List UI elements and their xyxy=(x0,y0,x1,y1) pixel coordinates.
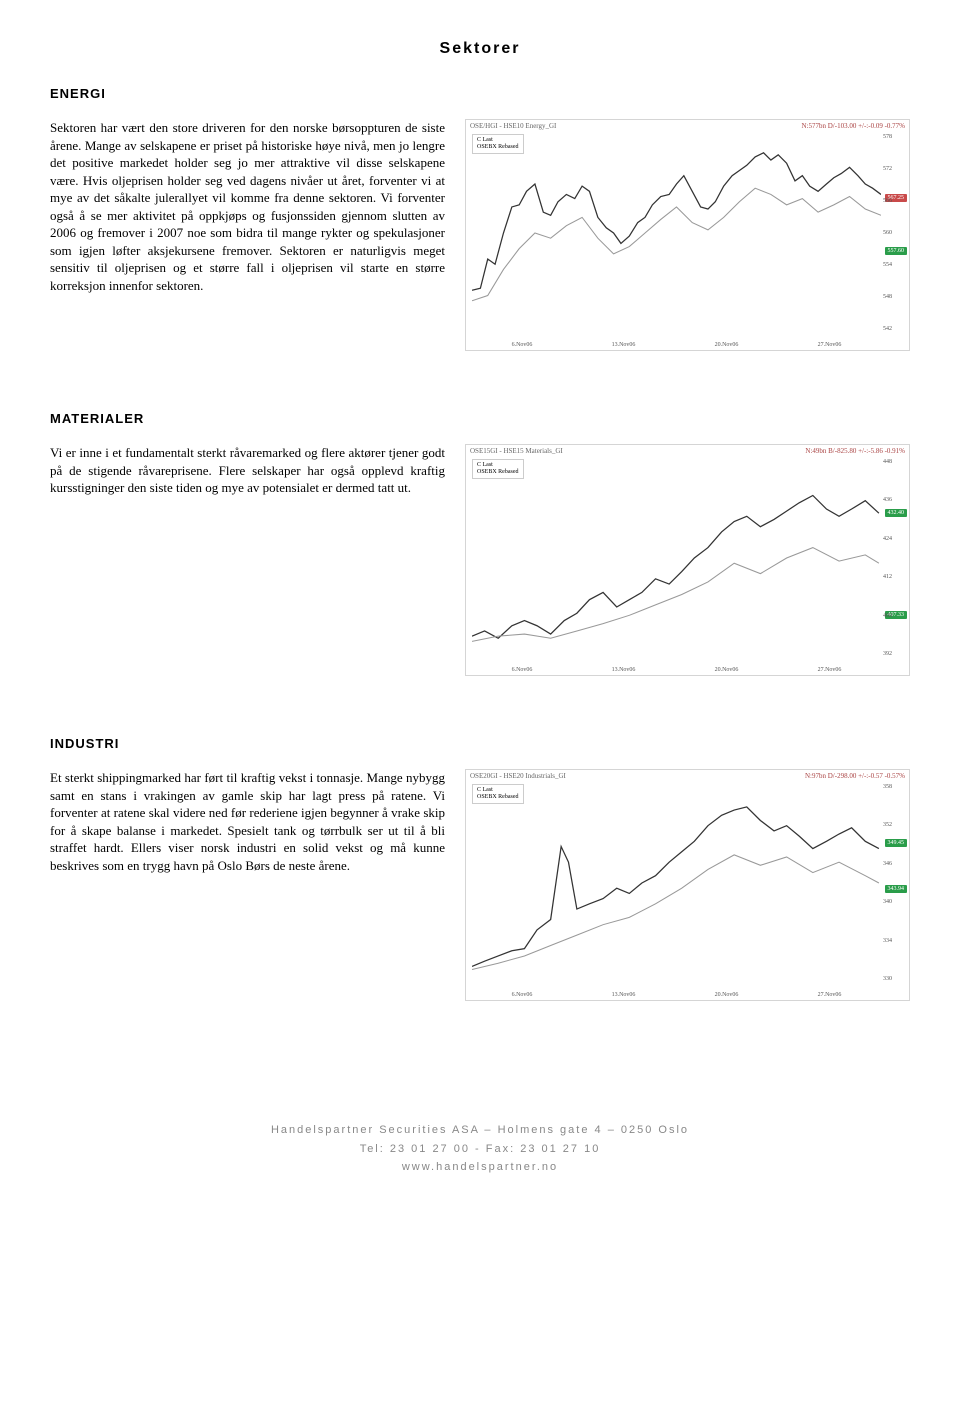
ytick: 392 xyxy=(883,651,892,657)
ytick: 572 xyxy=(883,166,892,172)
xtick: 20.Nov06 xyxy=(715,667,739,673)
ytick: 334 xyxy=(883,938,892,944)
chart-header-left: OSE20GI - HSE20 Industrials_GI xyxy=(470,772,566,780)
energi-body: Sektoren har vært den store driveren for… xyxy=(50,119,445,294)
chart-line-1 xyxy=(472,495,879,638)
section-industri: Et sterkt shippingmarked har ført til kr… xyxy=(50,769,910,1001)
industri-chart: OSE20GI - HSE20 Industrials_GI N:97bn D/… xyxy=(465,769,910,1001)
materialer-chart: OSE15GI - HSE15 Materials_GI N:49bn B/-8… xyxy=(465,444,910,676)
chart-xaxis: 6.Nov06 13.Nov06 20.Nov06 27.Nov06 xyxy=(472,342,881,348)
ytick: 352 xyxy=(883,822,892,828)
chart-header: OSE15GI - HSE15 Materials_GI N:49bn B/-8… xyxy=(470,447,905,455)
section-heading-industri: INDUSTRI xyxy=(50,736,910,751)
xtick: 6.Nov06 xyxy=(512,667,533,673)
xtick: 13.Nov06 xyxy=(612,667,636,673)
footer-line-2: Tel: 23 01 27 00 - Fax: 23 01 27 10 xyxy=(50,1140,910,1159)
ytick: 554 xyxy=(883,262,892,268)
ytick: 330 xyxy=(883,976,892,982)
ytick: 436 xyxy=(883,497,892,503)
chart-line-1 xyxy=(472,807,879,966)
ytick: 424 xyxy=(883,536,892,542)
ytick: 548 xyxy=(883,294,892,300)
chart-plot-area xyxy=(472,134,881,332)
chart-svg xyxy=(472,784,881,982)
page-footer: Handelspartner Securities ASA – Holmens … xyxy=(50,1121,910,1177)
ytick: 358 xyxy=(883,784,892,790)
section-materialer: Vi er inne i et fundamentalt sterkt råva… xyxy=(50,444,910,676)
chart-header-left: OSE/HGI - HSE10 Energy_GI xyxy=(470,122,556,130)
xtick: 20.Nov06 xyxy=(715,992,739,998)
chart-header: OSE20GI - HSE20 Industrials_GI N:97bn D/… xyxy=(470,772,905,780)
ytick: 560 xyxy=(883,230,892,236)
chart-xaxis: 6.Nov06 13.Nov06 20.Nov06 27.Nov06 xyxy=(472,667,881,673)
ytick: 542 xyxy=(883,326,892,332)
chart-svg xyxy=(472,134,881,332)
chart-header-left: OSE15GI - HSE15 Materials_GI xyxy=(470,447,563,455)
ytick: 566 xyxy=(883,198,892,204)
section-energi: Sektoren har vært den store driveren for… xyxy=(50,119,910,351)
chart-yaxis: 578 572 566 560 554 548 542 xyxy=(883,134,907,332)
industri-text: Et sterkt shippingmarked har ført til kr… xyxy=(50,769,445,1001)
xtick: 6.Nov06 xyxy=(512,342,533,348)
ytick: 412 xyxy=(883,574,892,580)
chart-plot-area xyxy=(472,459,881,657)
chart-yaxis: 358 352 346 340 334 330 xyxy=(883,784,907,982)
chart-header: OSE/HGI - HSE10 Energy_GI N:577bn D/-103… xyxy=(470,122,905,130)
chart-header-right: N:577bn D/-103.00 +/-:-0.09 -0.77% xyxy=(802,122,906,130)
chart-line-2 xyxy=(472,855,879,970)
ytick: 578 xyxy=(883,134,892,140)
xtick: 27.Nov06 xyxy=(818,667,842,673)
ytick: 448 xyxy=(883,459,892,465)
section-heading-materialer: MATERIALER xyxy=(50,411,910,426)
chart-xaxis: 6.Nov06 13.Nov06 20.Nov06 27.Nov06 xyxy=(472,992,881,998)
xtick: 13.Nov06 xyxy=(612,992,636,998)
chart-yaxis: 448 436 424 412 400 392 xyxy=(883,459,907,657)
chart-line-2 xyxy=(472,548,879,642)
xtick: 27.Nov06 xyxy=(818,342,842,348)
ytick: 340 xyxy=(883,899,892,905)
industri-body: Et sterkt shippingmarked har ført til kr… xyxy=(50,769,445,874)
materialer-body: Vi er inne i et fundamentalt sterkt råva… xyxy=(50,444,445,497)
xtick: 13.Nov06 xyxy=(612,342,636,348)
chart-line-1 xyxy=(472,153,881,291)
footer-line-1: Handelspartner Securities ASA – Holmens … xyxy=(50,1121,910,1140)
chart-header-right: N:49bn B/-825.80 +/-:-5.86 -0.91% xyxy=(805,447,905,455)
chart-line-2 xyxy=(472,188,881,301)
xtick: 20.Nov06 xyxy=(715,342,739,348)
xtick: 6.Nov06 xyxy=(512,992,533,998)
chart-header-right: N:97bn D/-298.00 +/-:-0.57 -0.57% xyxy=(805,772,905,780)
section-heading-energi: ENERGI xyxy=(50,86,910,101)
xtick: 27.Nov06 xyxy=(818,992,842,998)
energi-text: Sektoren har vært den store driveren for… xyxy=(50,119,445,351)
footer-line-3: www.handelspartner.no xyxy=(50,1158,910,1177)
chart-plot-area xyxy=(472,784,881,982)
chart-svg xyxy=(472,459,881,657)
materialer-text: Vi er inne i et fundamentalt sterkt råva… xyxy=(50,444,445,676)
ytick: 346 xyxy=(883,861,892,867)
page-title: Sektorer xyxy=(50,40,910,58)
energi-chart: OSE/HGI - HSE10 Energy_GI N:577bn D/-103… xyxy=(465,119,910,351)
ytick: 400 xyxy=(883,613,892,619)
